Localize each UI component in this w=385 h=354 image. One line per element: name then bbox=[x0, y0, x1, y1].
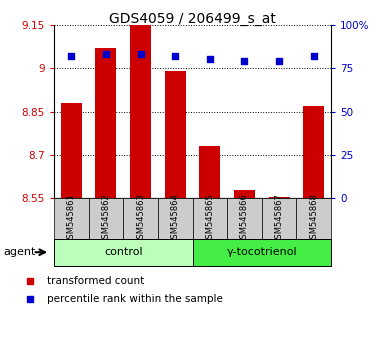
Point bbox=[172, 53, 178, 59]
Bar bbox=[95, 48, 116, 198]
Bar bbox=[262, 198, 296, 239]
Bar bbox=[130, 25, 151, 198]
Text: GSM545865: GSM545865 bbox=[205, 193, 214, 244]
Text: γ-tocotrienol: γ-tocotrienol bbox=[226, 247, 297, 257]
Text: GSM545863: GSM545863 bbox=[136, 193, 145, 244]
Point bbox=[207, 57, 213, 62]
Text: control: control bbox=[104, 247, 142, 257]
Text: percentile rank within the sample: percentile rank within the sample bbox=[47, 294, 223, 304]
Text: agent: agent bbox=[4, 247, 36, 257]
Bar bbox=[61, 103, 82, 198]
Point bbox=[311, 53, 317, 59]
Point bbox=[103, 51, 109, 57]
Bar bbox=[303, 106, 324, 198]
Bar bbox=[54, 239, 192, 266]
Bar bbox=[199, 146, 220, 198]
Bar bbox=[227, 198, 262, 239]
Bar bbox=[165, 71, 186, 198]
Text: GSM545866: GSM545866 bbox=[240, 193, 249, 244]
Text: GSM545868: GSM545868 bbox=[309, 193, 318, 244]
Bar bbox=[89, 198, 123, 239]
Bar bbox=[296, 198, 331, 239]
Bar bbox=[123, 198, 158, 239]
Bar bbox=[192, 198, 227, 239]
Text: GSM545867: GSM545867 bbox=[275, 193, 284, 244]
Bar bbox=[54, 198, 89, 239]
Bar bbox=[158, 198, 192, 239]
Text: GSM545862: GSM545862 bbox=[101, 193, 110, 244]
Point bbox=[137, 51, 144, 57]
Text: GDS4059 / 206499_s_at: GDS4059 / 206499_s_at bbox=[109, 12, 276, 27]
Point bbox=[68, 53, 74, 59]
Text: GSM545864: GSM545864 bbox=[171, 193, 180, 244]
Bar bbox=[234, 189, 255, 198]
Text: transformed count: transformed count bbox=[47, 276, 144, 286]
Bar bbox=[192, 239, 331, 266]
Point bbox=[276, 58, 282, 64]
Point bbox=[241, 58, 248, 64]
Text: GSM545861: GSM545861 bbox=[67, 193, 76, 244]
Bar bbox=[269, 197, 290, 198]
